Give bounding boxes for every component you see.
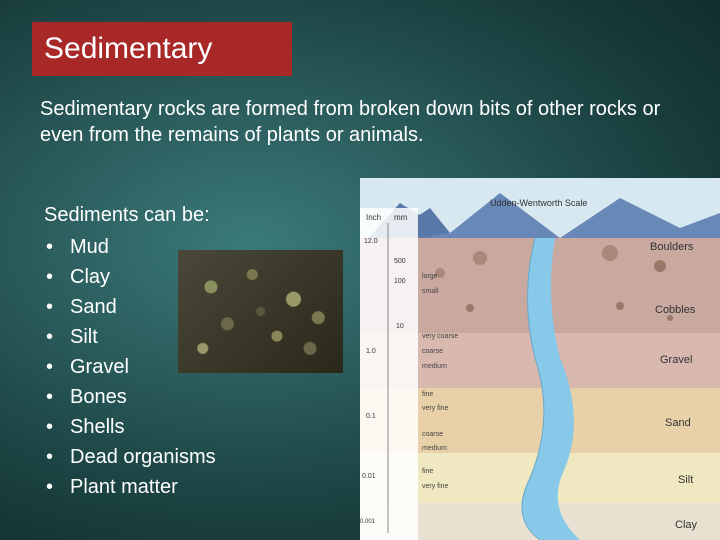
list-item: Shells [44, 412, 216, 442]
svg-text:very coarse: very coarse [422, 333, 458, 340]
svg-text:500: 500 [394, 258, 406, 265]
svg-text:medium: medium [422, 445, 447, 452]
svg-text:mm: mm [394, 213, 408, 222]
wentworth-scale-diagram: Inch mm 12.0 500 100 10 1.0 0.1 0.01 0.0… [360, 178, 720, 540]
svg-text:medium: medium [422, 363, 447, 370]
svg-text:fine: fine [422, 391, 433, 398]
svg-text:coarse: coarse [422, 348, 443, 355]
svg-text:12.0: 12.0 [364, 238, 378, 245]
slide-description: Sedimentary rocks are formed from broken… [40, 96, 680, 148]
band-label: Boulders [650, 241, 694, 253]
svg-text:fine: fine [422, 468, 433, 475]
band-label: Sand [665, 417, 691, 429]
svg-text:Inch: Inch [366, 213, 381, 222]
svg-text:large: large [422, 273, 438, 280]
list-item: Dead organisms [44, 442, 216, 472]
list-heading: Sediments can be: [44, 200, 216, 230]
list-item: Plant matter [44, 472, 216, 502]
sediment-photo [178, 250, 343, 373]
title-text: Sedimentary [44, 32, 212, 65]
svg-text:100: 100 [394, 278, 406, 285]
svg-text:0.1: 0.1 [366, 413, 376, 420]
diagram-svg: Inch mm 12.0 500 100 10 1.0 0.1 0.01 0.0… [360, 178, 720, 540]
svg-text:very fine: very fine [422, 405, 449, 412]
svg-text:0.01: 0.01 [362, 473, 376, 480]
band-label: Clay [675, 519, 698, 531]
svg-text:0.001: 0.001 [360, 519, 376, 525]
svg-text:very fine: very fine [422, 483, 449, 490]
slide-title: Sedimentary [32, 22, 292, 76]
band-label: Silt [678, 474, 693, 486]
svg-text:1.0: 1.0 [366, 348, 376, 355]
svg-text:10: 10 [396, 323, 404, 330]
svg-text:coarse: coarse [422, 431, 443, 438]
list-item: Bones [44, 382, 216, 412]
band-label: Gravel [660, 354, 692, 366]
scale-title: Udden-Wentworth Scale [490, 198, 587, 208]
band-label: Cobbles [655, 304, 696, 316]
svg-text:small: small [422, 288, 439, 295]
